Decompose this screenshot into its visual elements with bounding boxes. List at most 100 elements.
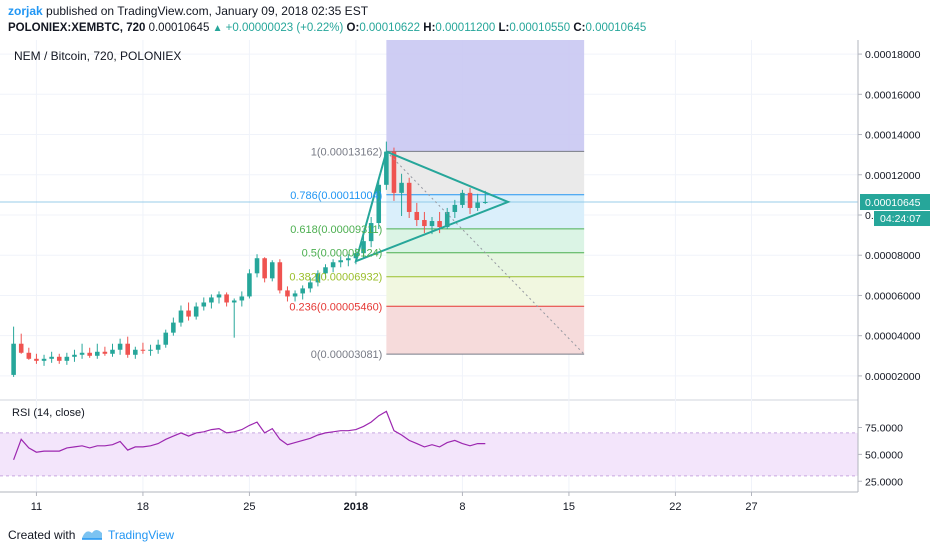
candle (125, 336, 130, 358)
fib-zone (386, 228, 585, 253)
tradingview-logo-icon (82, 530, 102, 540)
rsi-tick-label: 25.0000 (865, 476, 903, 488)
candle (361, 236, 366, 259)
price-tick-label: 0.00014000 (865, 130, 921, 142)
candle (475, 193, 480, 211)
candle-body (216, 294, 222, 298)
close-value: 0.00010645 (585, 22, 647, 34)
candle (133, 346, 138, 359)
candle (285, 286, 290, 302)
time-tick-label: 27 (745, 501, 757, 513)
candle (406, 177, 412, 219)
candle (269, 260, 275, 282)
candle-body (247, 273, 252, 297)
candle-body (338, 260, 343, 263)
candle (330, 259, 336, 273)
time-tick-label: 18 (137, 501, 149, 513)
candle-body (429, 221, 435, 227)
price-tick-label: 0.00012000 (865, 170, 921, 182)
candle (171, 317, 176, 336)
candle-body (475, 202, 480, 208)
fib-level-label: 0.382(0.00006932) (289, 272, 382, 284)
chart-header: zorjak published on TradingView.com, Jan… (0, 0, 932, 40)
candle (49, 351, 54, 363)
candle-body (406, 182, 412, 212)
candle-body (353, 253, 359, 259)
triangle-pattern (354, 150, 511, 263)
price-change: +0.00000023 (+0.22%) (225, 22, 344, 34)
candle-body (193, 306, 199, 317)
candle-body (79, 352, 85, 355)
price-tick-label: 0.00016000 (865, 89, 921, 101)
price-tick-label: 0.00018000 (865, 49, 921, 61)
candle-body (437, 221, 442, 228)
candle-body (292, 293, 298, 297)
candle (368, 217, 374, 248)
candle (79, 343, 85, 359)
candle-body (102, 351, 108, 354)
candle-body (444, 211, 450, 228)
candle-body (72, 354, 77, 357)
candle-body (391, 151, 397, 193)
candle-body (201, 302, 207, 307)
author-link[interactable]: zorjak (8, 4, 43, 18)
candle (140, 342, 146, 354)
open-label: O: (346, 22, 360, 34)
chart-canvas[interactable]: 1(0.00013162) 0.786(0.00011004) 0.618(0.00… (0, 40, 932, 518)
countdown-label: 04:24:07 (880, 213, 921, 225)
fib-zone (386, 252, 585, 277)
fib-level-label: 0.618(0.00009311) (290, 224, 382, 236)
candle (292, 290, 298, 302)
price-tick-label: 0.00006000 (865, 290, 921, 302)
symbol-label: POLONIEX:XEMBTC, 720 (8, 22, 146, 34)
candle (399, 173, 404, 216)
candle-body (346, 258, 351, 261)
fib-level-label: 0(0.00003081) (311, 349, 383, 361)
candle-body (262, 258, 267, 279)
time-tick-label: 22 (669, 501, 681, 513)
target-zone (386, 40, 585, 152)
candle-body (452, 204, 458, 212)
publish-info: published on TradingView.com, January 09… (46, 4, 369, 18)
candle-body (110, 349, 115, 354)
candle (56, 353, 62, 364)
candle-body (125, 343, 130, 355)
candle (414, 202, 420, 227)
candle-body (49, 356, 54, 359)
candle-body (133, 349, 138, 355)
rsi-band (0, 432, 858, 476)
candle (193, 302, 199, 320)
candle-body (186, 310, 191, 317)
publish-line: zorjak published on TradingView.com, Jan… (8, 4, 368, 18)
candle (209, 294, 214, 309)
candle-body (467, 192, 473, 208)
candle (452, 199, 458, 219)
candle-body (361, 241, 366, 254)
candle-body (277, 262, 283, 291)
fib-zone (386, 276, 585, 307)
chart-title: NEM / Bitcoin, 720, POLONIEX (14, 49, 181, 63)
candle-body (330, 262, 336, 268)
candle-body (224, 294, 229, 303)
rsi-tick-label: 50.0000 (865, 449, 903, 461)
candle-body (368, 223, 374, 242)
candle (376, 177, 382, 230)
candle (201, 297, 207, 311)
candle-body (140, 349, 146, 351)
tradingview-link[interactable]: TradingView (108, 528, 175, 542)
candle-body (482, 202, 488, 204)
last-price-badge (860, 194, 930, 211)
fib-level-label: 0.5(0.00008124) (302, 248, 383, 260)
candle (231, 298, 237, 338)
candle (216, 291, 222, 304)
candle-body (460, 192, 465, 205)
candle-body (231, 300, 237, 303)
candle (422, 211, 427, 234)
candle-body (11, 343, 16, 375)
candle (247, 269, 252, 299)
candle-body (18, 343, 24, 353)
up-arrow-icon: ▲ (212, 23, 223, 34)
candle-body (422, 220, 427, 227)
candle (254, 254, 260, 278)
candle (87, 347, 92, 358)
